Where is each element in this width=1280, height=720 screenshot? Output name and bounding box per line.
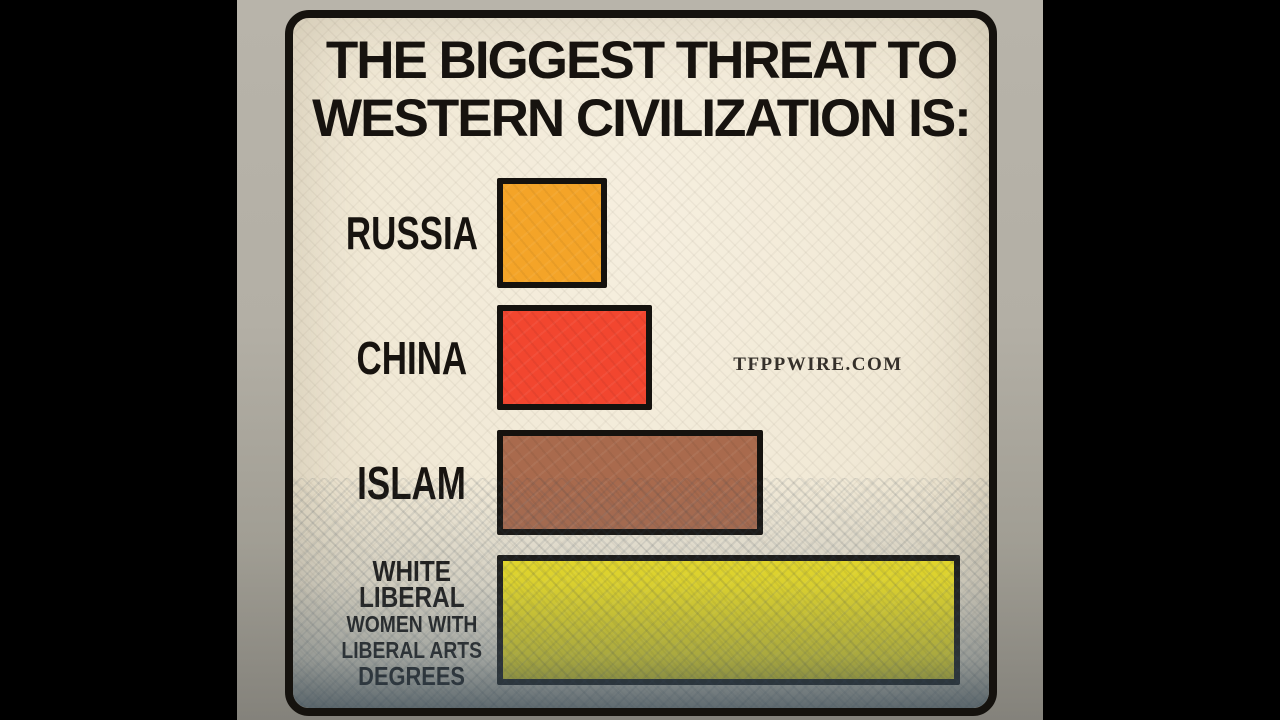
meme-card: THE BIGGEST THREAT TO WESTERN CIVILIZATI… bbox=[285, 10, 997, 716]
watermark: TFPPWIRE.COM bbox=[733, 354, 903, 375]
bar-label-white-liberal-women: WHITE LIBERAL WOMEN WITH LIBERAL ARTS DE… bbox=[329, 553, 495, 695]
bar-islam bbox=[497, 430, 763, 535]
bar-russia bbox=[497, 178, 607, 288]
meme-title: THE BIGGEST THREAT TO WESTERN CIVILIZATI… bbox=[293, 32, 989, 148]
bar-china bbox=[497, 305, 652, 410]
bar-white-liberal-women bbox=[497, 555, 960, 685]
bar-label-islam-text: ISLAM bbox=[357, 456, 467, 509]
title-line-1: THE BIGGEST THREAT TO bbox=[325, 31, 958, 90]
bar-label-china-text: CHINA bbox=[356, 331, 468, 384]
wlw-label-line-2: LIBERAL bbox=[359, 582, 465, 614]
bar-label-russia: RUSSIA bbox=[329, 178, 495, 288]
wlw-label-line-4: LIBERAL ARTS bbox=[341, 637, 483, 663]
bar-label-russia-text: RUSSIA bbox=[345, 207, 479, 259]
title-line-2: WESTERN CIVILIZATION IS: bbox=[312, 89, 972, 148]
bar-label-islam: ISLAM bbox=[329, 430, 495, 535]
wlw-label-line-3: WOMEN WITH bbox=[346, 611, 478, 637]
bar-label-china: CHINA bbox=[329, 305, 495, 410]
wlw-label-line-5: DEGREES bbox=[358, 661, 466, 691]
